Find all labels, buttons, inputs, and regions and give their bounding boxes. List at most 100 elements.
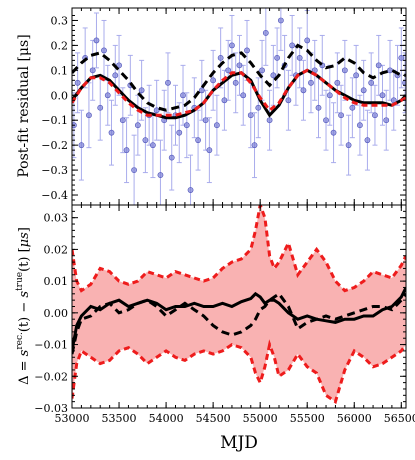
y-tick-label: −0.3 <box>41 164 68 177</box>
y-tick-label: −0.2 <box>41 139 68 152</box>
black-dashed-difference <box>72 291 406 355</box>
residual-point <box>364 137 371 144</box>
residual-points <box>72 17 406 193</box>
residual-ticks: −0.4 −0.3 −0.2 −0.1 0.0 0.1 0.2 0.3 <box>41 8 406 205</box>
residual-point <box>251 142 258 149</box>
residual-point <box>195 137 201 144</box>
y-tick-label: 0.1 <box>51 64 69 77</box>
residual-point <box>334 79 341 86</box>
difference-ticks: 53000 53500 54000 54500 55000 55500 56000 56500… <box>34 205 415 425</box>
residual-point <box>270 72 277 79</box>
x-tick-label: 56000 <box>337 412 372 425</box>
residual-point <box>108 129 115 136</box>
y-tick-label: −0.4 <box>41 189 68 202</box>
residual-point <box>138 87 145 94</box>
residual-point <box>168 154 175 161</box>
y-tick-label: 0.00 <box>44 307 69 320</box>
residual-point <box>277 17 284 24</box>
residual-point <box>285 97 292 104</box>
black-solid-difference <box>72 286 406 352</box>
residual-point <box>142 137 149 144</box>
residual-point <box>338 112 344 119</box>
residual-point <box>266 117 273 124</box>
black-dashed-curve <box>72 43 406 112</box>
residual-point <box>262 30 269 36</box>
residual-point <box>383 117 390 124</box>
residual-point <box>255 104 262 111</box>
x-tick-label: 54500 <box>196 412 231 425</box>
residual-point <box>315 104 322 111</box>
y-tick-label: 0.0 <box>51 89 69 102</box>
residual-point <box>153 107 160 114</box>
residual-point <box>217 54 224 61</box>
residual-point <box>375 62 382 69</box>
y-tick-label: −0.03 <box>34 402 68 415</box>
residual-point <box>93 37 100 44</box>
residual-point <box>78 142 85 149</box>
band-upper-edge <box>72 205 406 293</box>
x-tick-label: 53500 <box>102 412 137 425</box>
residual-point <box>210 77 217 84</box>
residual-point <box>157 172 164 178</box>
residual-point <box>187 187 194 193</box>
residual-point <box>330 129 337 136</box>
residual-point <box>97 104 104 111</box>
x-tick-label: 53000 <box>55 412 90 425</box>
residual-point <box>387 67 393 74</box>
residual-point <box>240 92 247 99</box>
residual-point <box>300 87 307 94</box>
residual-point <box>180 92 186 99</box>
residual-point <box>296 54 303 61</box>
difference-panel: 53000 53500 54000 54500 55000 55500 56000 56500… <box>15 204 415 453</box>
residual-point <box>104 92 111 99</box>
x-axis-label: MJD <box>220 433 258 453</box>
residual-point <box>229 42 235 49</box>
residual-point <box>74 79 81 86</box>
y-tick-label: 0.2 <box>51 39 69 52</box>
x-tick-label: 55500 <box>290 412 325 425</box>
residual-point <box>198 87 205 94</box>
residual-point <box>379 92 386 99</box>
y-tick-label: −0.02 <box>34 370 68 383</box>
residual-y-axis-label: Post-fit residual [μs] <box>16 34 32 177</box>
residual-point <box>131 167 137 173</box>
residual-point <box>308 79 314 86</box>
x-tick-label: 54000 <box>149 412 184 425</box>
residual-point <box>112 72 119 79</box>
y-tick-label: 0.3 <box>51 14 69 27</box>
y-tick-label: 0.03 <box>44 212 69 225</box>
residual-curves <box>72 43 406 120</box>
y-tick-label: −0.01 <box>34 339 68 352</box>
y-tick-label: 0.02 <box>44 243 69 256</box>
residual-point <box>247 112 254 119</box>
x-tick-label: 56500 <box>384 412 415 425</box>
y-tick-label: 0.01 <box>44 275 69 288</box>
residual-point <box>232 79 239 86</box>
residual-point <box>206 147 213 154</box>
residual-point <box>360 87 367 94</box>
red-dashed-curve <box>72 68 406 117</box>
residual-point <box>183 122 190 129</box>
residual-point <box>165 79 171 86</box>
residual-point <box>304 37 311 44</box>
residual-point <box>86 112 92 119</box>
residual-point <box>150 142 156 149</box>
residual-errorbars <box>72 8 406 205</box>
residual-point <box>368 79 375 86</box>
difference-curves <box>72 286 406 355</box>
residual-point <box>353 72 360 79</box>
residual-point <box>402 79 406 86</box>
residual-point <box>221 97 228 104</box>
residual-point <box>323 117 329 124</box>
residual-point <box>213 122 220 129</box>
residual-point <box>119 117 126 124</box>
x-tick-label: 55000 <box>243 412 278 425</box>
difference-y-axis-label: Δ = srec.(t) − strue(t) [μs] <box>15 227 32 385</box>
residual-panel: −0.4 −0.3 −0.2 −0.1 0.0 0.1 0.2 0.3 Post-fit re… <box>16 7 407 206</box>
residual-point <box>225 67 232 74</box>
residual-point <box>202 117 209 124</box>
residual-point <box>101 47 107 54</box>
y-tick-label: −0.1 <box>41 114 68 127</box>
residual-point <box>372 112 378 119</box>
residual-point <box>176 129 183 136</box>
